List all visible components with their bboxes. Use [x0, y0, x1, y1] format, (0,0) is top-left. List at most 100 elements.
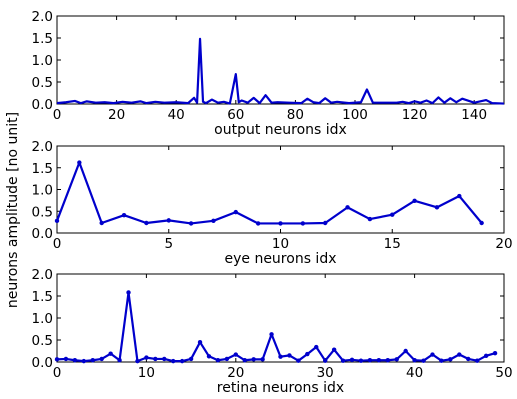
data-point	[448, 357, 453, 362]
data-point	[153, 356, 158, 362]
x-axis-label: eye neurons idx	[224, 251, 336, 267]
data-point	[394, 357, 399, 362]
data-point	[242, 358, 247, 363]
y-tick-label: 0.5	[32, 333, 53, 349]
data-point	[260, 357, 265, 362]
x-tick-label: 20	[495, 236, 512, 252]
x-tick-label: 40	[406, 365, 423, 381]
x-tick-label: 0	[53, 365, 62, 381]
data-point	[63, 356, 69, 362]
y-tick-label: 1.5	[32, 31, 53, 47]
series-line	[56, 291, 496, 363]
data-point	[412, 358, 417, 363]
data-point	[323, 220, 328, 226]
data-point	[457, 193, 462, 199]
data-point	[287, 353, 292, 358]
x-tick-label: 20	[227, 365, 244, 381]
data-point	[233, 352, 238, 357]
data-point	[188, 221, 194, 226]
data-point	[430, 352, 435, 357]
x-tick-label: 20	[108, 107, 125, 123]
data-point	[121, 212, 127, 218]
x-tick-label: 120	[402, 107, 428, 123]
x-axis-label: retina neurons idx	[217, 380, 344, 396]
data-point	[390, 212, 395, 217]
x-tick-label: 30	[317, 365, 334, 381]
panel-1: 0 20 40 60 80 100 120 140 0.0 0.5 1.0 1.5 2.0 output …	[32, 9, 505, 138]
series-line	[55, 161, 483, 225]
data-point	[296, 358, 301, 363]
x-tick-label: 100	[342, 107, 368, 123]
data-point	[323, 358, 328, 363]
data-point	[99, 356, 104, 362]
y-tick-label: 0.0	[32, 355, 53, 371]
data-point	[479, 220, 484, 226]
data-point	[90, 358, 95, 363]
y-tick-label: 0.0	[32, 226, 53, 242]
data-point	[72, 358, 78, 363]
data-point	[197, 340, 203, 345]
data-point	[278, 221, 283, 226]
data-point	[215, 358, 221, 363]
y-tick-label: 0.5	[32, 75, 53, 91]
data-point	[54, 357, 60, 362]
x-tick-label: 10	[272, 236, 289, 252]
data-point	[331, 347, 337, 352]
data-point	[269, 332, 274, 337]
y-tick-label: 1.5	[32, 289, 53, 305]
x-tick-label: 15	[384, 236, 401, 252]
data-point	[466, 356, 471, 362]
x-tick-label: 80	[287, 107, 304, 123]
data-point	[314, 344, 319, 350]
data-point	[224, 356, 230, 362]
data-point	[255, 221, 261, 226]
x-tick-label: 0	[53, 236, 62, 252]
data-point	[300, 221, 306, 226]
x-axis-label: output neurons idx	[214, 122, 347, 138]
data-point	[188, 356, 194, 362]
data-point	[367, 358, 373, 363]
data-point	[206, 354, 212, 359]
data-point	[233, 209, 238, 215]
data-point	[474, 358, 480, 363]
data-point	[483, 353, 489, 359]
data-point	[305, 351, 310, 357]
data-point	[144, 220, 149, 226]
data-point	[412, 198, 417, 204]
data-point	[162, 356, 167, 362]
y-tick-label: 2.0	[32, 9, 53, 25]
data-point	[457, 352, 462, 357]
x-tick-label: 50	[495, 365, 512, 381]
data-point	[77, 160, 82, 165]
y-tick-label: 0.0	[32, 97, 53, 113]
x-tick-label: 40	[168, 107, 185, 123]
y-tick-label: 0.5	[32, 204, 53, 220]
data-point	[358, 358, 364, 363]
x-tick-label: 0	[53, 107, 62, 123]
series-line	[56, 37, 505, 105]
x-tick-label: 10	[138, 365, 155, 381]
data-point	[108, 351, 113, 356]
data-point	[81, 358, 87, 364]
data-point	[403, 348, 408, 354]
x-tick-label: 5	[164, 236, 173, 252]
x-tick-label: 140	[461, 107, 487, 123]
data-point	[251, 357, 256, 362]
axes-frame	[56, 145, 505, 234]
data-point	[179, 358, 185, 364]
data-point	[385, 358, 390, 363]
data-point	[166, 218, 171, 223]
data-point	[434, 205, 440, 210]
data-point	[144, 355, 149, 360]
data-point	[135, 358, 140, 364]
data-point	[126, 290, 131, 295]
panel-2: 0 5 10 15 20 0.0 0.5 1.0 1.5 2.0 eye neurons idx	[32, 139, 513, 267]
data-point	[367, 216, 373, 222]
data-point	[421, 358, 426, 363]
x-tick-label: 60	[227, 107, 244, 123]
axes-frame	[56, 15, 505, 105]
y-axis-label: neurons amplitude [no unit]	[5, 112, 21, 308]
y-tick-label: 1.0	[32, 311, 53, 327]
data-point	[171, 358, 176, 364]
